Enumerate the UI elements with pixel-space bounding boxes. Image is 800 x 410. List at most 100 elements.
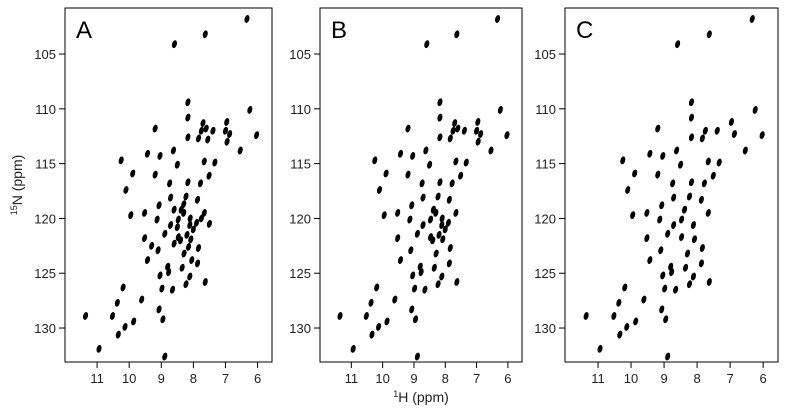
peak xyxy=(616,298,622,307)
peak xyxy=(154,215,160,224)
peak xyxy=(447,244,453,252)
x-tick-label: 10 xyxy=(624,371,638,386)
peak xyxy=(174,223,180,232)
peak xyxy=(474,126,480,135)
peak xyxy=(186,243,192,251)
y-tick-label: 105 xyxy=(534,47,556,62)
peak xyxy=(115,330,121,339)
peak xyxy=(655,170,661,179)
peak xyxy=(227,130,233,138)
x-label-text: H (ppm) xyxy=(398,389,449,405)
peak xyxy=(428,215,434,224)
peak xyxy=(418,268,424,277)
peak xyxy=(583,312,589,320)
plot-frame xyxy=(64,7,273,363)
peak xyxy=(752,106,758,114)
peak xyxy=(433,249,439,258)
peak xyxy=(611,312,617,320)
peak xyxy=(205,135,211,144)
x-tick-label: 8 xyxy=(693,371,700,386)
peak xyxy=(437,113,443,122)
peak xyxy=(682,263,689,272)
peak xyxy=(647,256,653,264)
x-tick-label: 8 xyxy=(190,371,197,386)
peak xyxy=(420,193,426,202)
y-tick-label: 130 xyxy=(534,321,556,336)
peak xyxy=(194,259,201,268)
peak xyxy=(690,221,697,229)
peak xyxy=(395,234,401,243)
peak xyxy=(183,280,189,289)
peak xyxy=(453,157,459,166)
peak xyxy=(170,146,177,155)
peak xyxy=(504,131,510,140)
peak xyxy=(450,126,456,135)
peak xyxy=(179,263,185,272)
peak xyxy=(222,126,229,135)
peak xyxy=(461,126,467,135)
peak xyxy=(435,192,441,201)
peak xyxy=(247,106,253,114)
peak xyxy=(420,221,426,229)
peak xyxy=(644,234,650,243)
peak xyxy=(423,146,429,155)
peak xyxy=(376,323,382,331)
peak xyxy=(710,171,716,180)
y-tick-label: 105 xyxy=(289,47,311,62)
peak xyxy=(647,149,653,158)
peak xyxy=(419,179,425,188)
peak xyxy=(156,305,162,314)
x-tick-label: 7 xyxy=(222,371,229,386)
y-tick-label: 110 xyxy=(535,102,556,117)
peak xyxy=(160,315,166,324)
peak xyxy=(674,146,680,155)
panel-label: C xyxy=(576,17,593,44)
peak xyxy=(446,195,452,204)
peak xyxy=(409,201,415,210)
x-tick-label: 9 xyxy=(660,371,667,386)
peak xyxy=(188,235,194,244)
peak xyxy=(171,40,177,49)
peak xyxy=(131,317,137,326)
peak xyxy=(665,352,671,361)
y-tick-label: 115 xyxy=(35,157,56,172)
y-axis-label: 15N (ppm) xyxy=(9,155,25,216)
y-tick-label: 120 xyxy=(534,211,556,226)
peak xyxy=(681,205,688,214)
y-tick-label: 120 xyxy=(289,211,311,226)
peak xyxy=(144,256,151,264)
peak xyxy=(202,278,208,286)
y-tick-label: 115 xyxy=(535,157,556,172)
peak xyxy=(675,40,681,49)
peak xyxy=(157,271,163,280)
peak xyxy=(691,235,697,244)
peak xyxy=(475,118,481,126)
peak xyxy=(194,218,200,227)
peak xyxy=(181,200,187,209)
plot-frame xyxy=(319,7,523,363)
x-tick-label: 6 xyxy=(504,371,511,386)
peak xyxy=(475,137,481,146)
panel-label: B xyxy=(331,17,347,44)
peak xyxy=(431,263,437,272)
x-tick-label: 6 xyxy=(254,371,261,386)
peak xyxy=(224,118,230,126)
peak xyxy=(395,209,401,217)
peak xyxy=(162,352,168,361)
peak xyxy=(633,317,639,326)
peak xyxy=(144,149,151,158)
peak xyxy=(397,256,404,264)
peak xyxy=(254,131,260,140)
peak xyxy=(671,221,677,229)
peak xyxy=(678,160,684,169)
peak xyxy=(452,119,458,127)
peak xyxy=(171,239,177,248)
peak xyxy=(185,113,191,122)
peak xyxy=(706,30,712,39)
peak xyxy=(142,234,148,243)
y-label-sup: 15 xyxy=(9,205,19,215)
peak xyxy=(139,295,145,304)
peak xyxy=(405,170,411,179)
y-tick-label: 105 xyxy=(34,47,56,62)
peak xyxy=(177,236,184,245)
